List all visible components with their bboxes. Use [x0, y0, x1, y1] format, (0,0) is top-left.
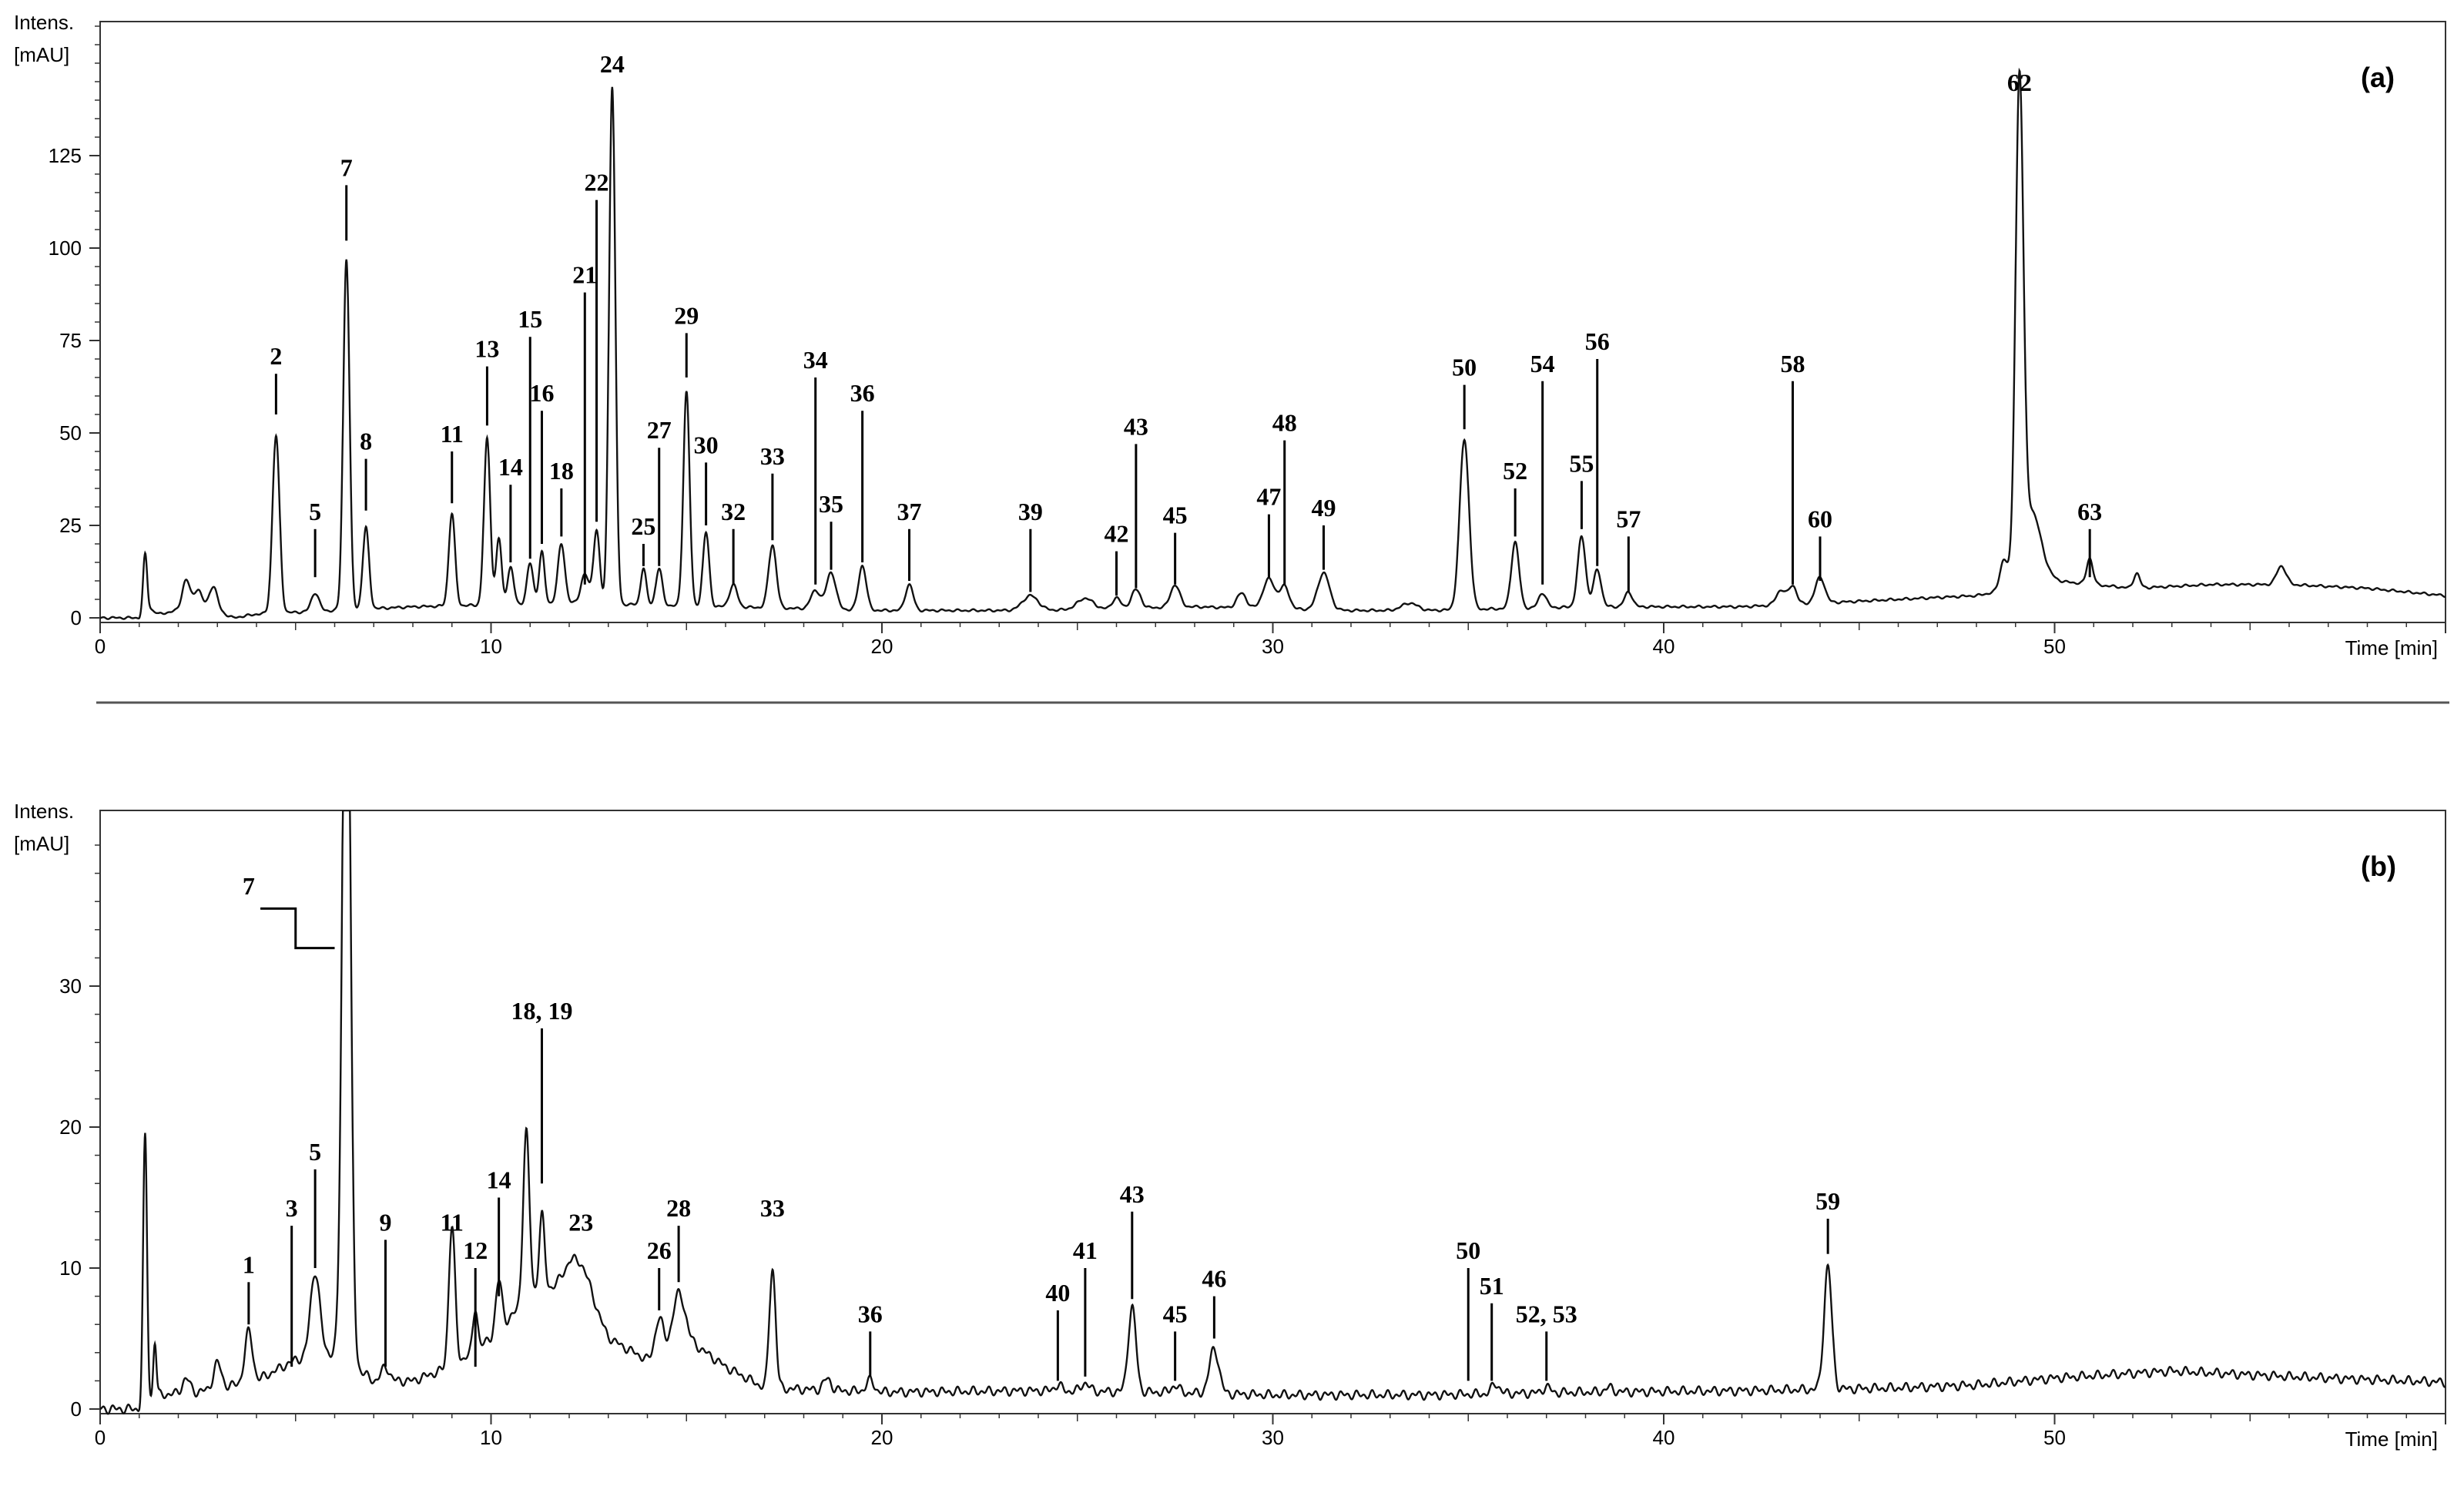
peak-label: 27 — [647, 416, 672, 444]
peak-label: 41 — [1073, 1236, 1098, 1264]
peak-label: 52, 53 — [1516, 1300, 1577, 1327]
offscale-peak-label: 7 — [243, 872, 255, 900]
peak-label: 11 — [441, 420, 464, 448]
x-tick-label: 40 — [1653, 1426, 1675, 1449]
peak-label: 46 — [1202, 1265, 1226, 1293]
x-axis-label: Time [min] — [2345, 1428, 2438, 1451]
x-axis-label: Time [min] — [2345, 636, 2438, 659]
peak-label: 39 — [1018, 498, 1043, 525]
peak-label: 36 — [850, 379, 875, 407]
peak-label: 52 — [1503, 457, 1527, 485]
peak-label: 49 — [1311, 494, 1336, 522]
y-axis-label: [mAU] — [14, 832, 69, 855]
peak-label: 1 — [243, 1250, 255, 1278]
peak-label: 23 — [568, 1208, 593, 1236]
peak-label: 45 — [1163, 1300, 1188, 1327]
y-tick-label: 100 — [49, 237, 82, 260]
peak-label: 43 — [1120, 1180, 1145, 1208]
offscale-peak-marker — [260, 907, 335, 950]
panel-label: (b) — [2361, 851, 2396, 882]
x-tick-label: 50 — [2043, 1426, 2066, 1449]
peak-label: 8 — [360, 428, 372, 455]
y-axis-label: [mAU] — [14, 43, 69, 66]
x-tick-label: 50 — [2043, 635, 2066, 658]
peak-label: 28 — [666, 1194, 691, 1222]
peak-label: 12 — [463, 1236, 488, 1264]
y-tick-label: 10 — [59, 1256, 82, 1280]
y-tick-label: 125 — [49, 144, 82, 167]
peak-label: 14 — [498, 453, 523, 481]
x-tick-label: 30 — [1262, 635, 1284, 658]
peak-label: 16 — [529, 379, 554, 407]
peak-label: 30 — [694, 431, 719, 458]
peak-label: 18 — [549, 457, 574, 485]
peak-label: 18, 19 — [511, 997, 572, 1025]
y-tick-label: 75 — [59, 329, 82, 352]
peak-label: 13 — [474, 335, 499, 363]
peak-label: 51 — [1480, 1272, 1504, 1300]
x-tick-label: 40 — [1653, 635, 1675, 658]
peak-label: 48 — [1272, 409, 1297, 437]
peak-label: 11 — [441, 1208, 464, 1236]
peak-label: 63 — [2077, 498, 2102, 525]
peak-label: 25 — [631, 512, 655, 540]
peak-label: 2 — [270, 342, 282, 370]
x-tick-label: 30 — [1262, 1426, 1284, 1449]
y-tick-label: 0 — [71, 1397, 82, 1421]
peak-label: 26 — [647, 1236, 672, 1264]
x-tick-label: 20 — [871, 635, 893, 658]
y-axis-label: Intens. — [14, 800, 74, 823]
peak-label: 37 — [897, 498, 922, 525]
y-axis-label: Intens. — [14, 11, 74, 34]
peak-label: 57 — [1616, 505, 1641, 532]
chromatogram-trace — [100, 67, 2446, 620]
peak-label: 54 — [1530, 350, 1555, 377]
peak-label: 7 — [340, 153, 353, 181]
peak-label: 60 — [1808, 505, 1832, 532]
peak-label: 50 — [1456, 1236, 1480, 1264]
y-tick-label: 50 — [59, 421, 82, 445]
peak-label: 50 — [1452, 354, 1477, 381]
peak-label: 40 — [1045, 1279, 1070, 1307]
peak-label: 62 — [2007, 69, 2032, 96]
y-tick-label: 25 — [59, 514, 82, 537]
peak-label: 14 — [487, 1166, 511, 1194]
peak-label: 42 — [1105, 520, 1129, 548]
peak-label: 45 — [1163, 502, 1188, 529]
peak-label: 21 — [572, 261, 597, 289]
peak-label: 9 — [379, 1208, 391, 1236]
peak-label: 55 — [1569, 449, 1594, 477]
panel-label: (a) — [2361, 62, 2395, 93]
peak-label: 5 — [309, 498, 321, 525]
peak-label: 36 — [858, 1300, 883, 1327]
peak-label: 33 — [760, 442, 785, 470]
peak-label: 34 — [803, 346, 828, 374]
x-tick-label: 10 — [480, 635, 502, 658]
x-tick-label: 20 — [871, 1426, 893, 1449]
peak-label: 15 — [518, 305, 542, 333]
y-tick-label: 30 — [59, 975, 82, 998]
x-tick-label: 0 — [95, 635, 106, 658]
y-tick-label: 20 — [59, 1116, 82, 1139]
peak-label: 58 — [1780, 350, 1805, 377]
peak-label: 43 — [1124, 412, 1148, 440]
peak-label: 3 — [286, 1194, 298, 1222]
y-tick-label: 0 — [71, 606, 82, 629]
peak-label: 47 — [1256, 483, 1281, 511]
x-tick-label: 0 — [95, 1426, 106, 1449]
peak-label: 56 — [1585, 327, 1610, 355]
x-tick-label: 10 — [480, 1426, 502, 1449]
panel-b-chart: Intens. [mAU] 0 10 20 30 0 10 20 30 40 50 Time [min]… — [14, 800, 2446, 1451]
peak-label: 32 — [721, 498, 746, 525]
peak-label: 29 — [674, 301, 699, 329]
peak-label: 22 — [585, 169, 609, 196]
peak-label: 33 — [760, 1194, 785, 1222]
peak-label: 24 — [600, 50, 625, 78]
peak-label: 59 — [1815, 1187, 1840, 1215]
peak-label: 35 — [819, 490, 843, 518]
peak-label: 5 — [309, 1138, 321, 1166]
chromatogram-trace — [100, 810, 2446, 1415]
